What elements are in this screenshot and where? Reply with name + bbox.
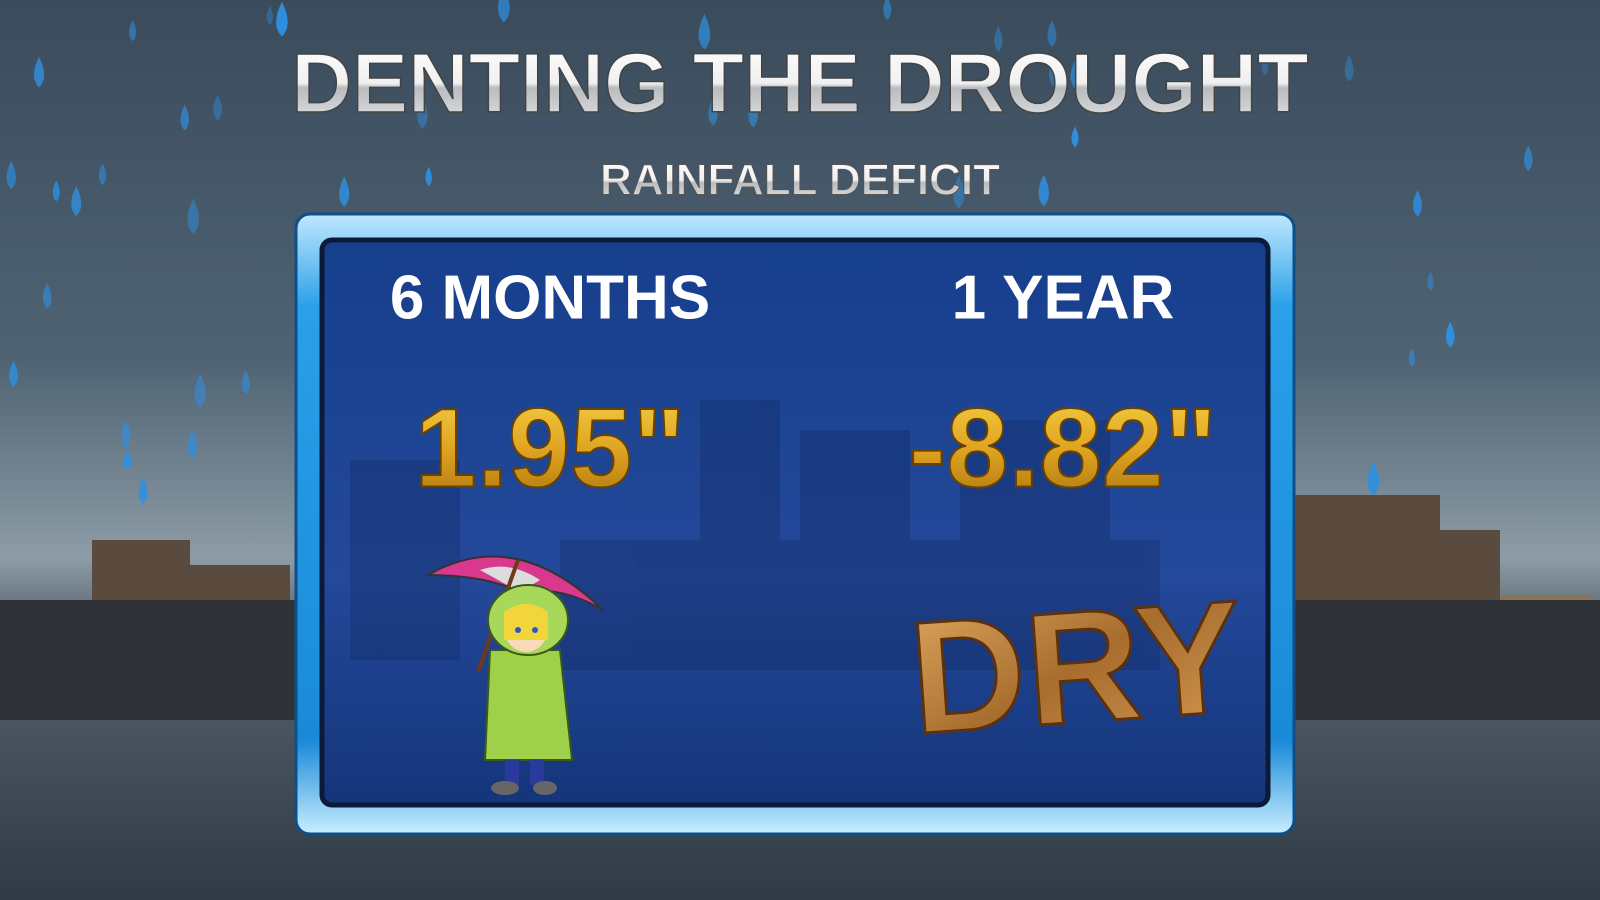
raindrop: [1071, 126, 1079, 148]
raindrop: [52, 180, 60, 202]
raindrop: [138, 477, 148, 505]
raindrop: [339, 176, 350, 207]
raindrop: [953, 175, 965, 209]
raindrop: [187, 429, 198, 460]
raindrop: [6, 160, 16, 190]
raindrop: [417, 97, 428, 129]
dry-stamp: DRY: [904, 566, 1248, 768]
raindrop: [123, 448, 132, 471]
raindrop: [187, 198, 200, 234]
raindrop: [1261, 54, 1269, 76]
raindrop: [1047, 20, 1057, 48]
title: DENTING THE DROUGHT: [291, 36, 1308, 130]
raindrop: [33, 56, 45, 88]
subtitle: RAINFALL DEFICIT: [600, 156, 1000, 205]
column-value: 1.95": [414, 386, 685, 511]
raindrop: [1413, 189, 1423, 217]
raindrop: [425, 166, 432, 187]
raindrop: [1445, 321, 1455, 348]
column-label: 1 YEAR: [952, 263, 1175, 332]
raindrop: [698, 14, 711, 50]
raindrops: [6, 0, 1533, 505]
column-value: -8.82": [909, 386, 1217, 511]
raindrop: [1523, 145, 1533, 172]
raindrop: [748, 98, 758, 128]
raindrop: [883, 0, 892, 20]
raindrop: [1049, 56, 1060, 88]
raindrop: [1408, 348, 1416, 368]
raindrop: [994, 26, 1003, 52]
raindrop: [98, 163, 107, 186]
raindrop: [213, 94, 222, 121]
raindrop: [42, 282, 52, 309]
raindrop: [180, 104, 190, 131]
girl-character: [424, 555, 604, 795]
raindrop: [276, 1, 288, 37]
raindrop: [266, 5, 274, 26]
raindrop: [194, 373, 206, 408]
raindrop: [1344, 54, 1354, 82]
raindrop: [708, 97, 718, 126]
raindrop: [71, 185, 82, 217]
column-label: 6 MONTHS: [390, 263, 710, 332]
panel-skyline: [350, 400, 1160, 670]
raindrop: [1038, 174, 1049, 207]
raindrop: [1427, 271, 1434, 291]
raindrop: [241, 370, 250, 395]
raindrop: [1070, 60, 1080, 89]
raindrop: [1367, 461, 1380, 496]
raindrop: [497, 0, 510, 23]
raindrop: [120, 420, 131, 449]
raindrop: [9, 360, 18, 387]
raindrop: [129, 19, 137, 42]
